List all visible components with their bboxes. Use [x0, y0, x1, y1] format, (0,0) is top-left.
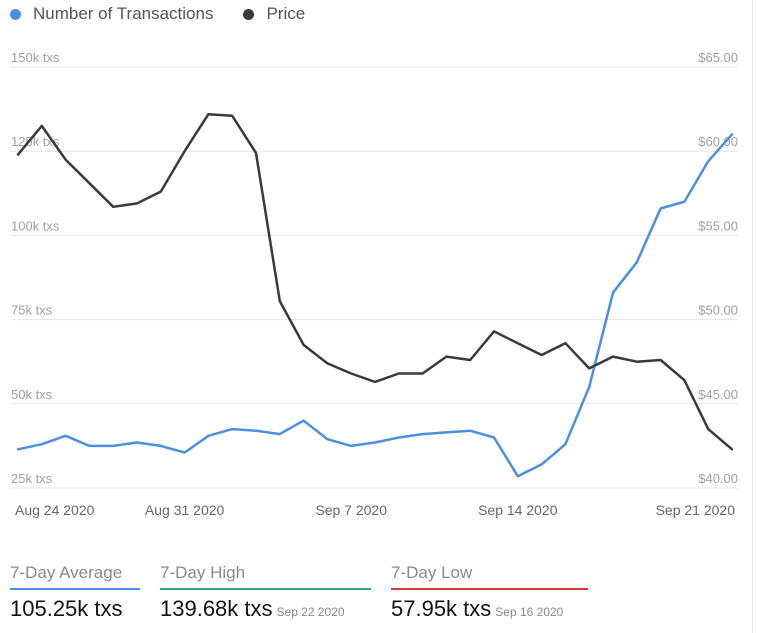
y-left-tick-label: 75k txs: [11, 303, 53, 318]
legend-label-price: Price: [266, 4, 306, 23]
stat-high-date: Sep 22 2020: [276, 605, 345, 619]
stat-low-label: 7-Day Low: [391, 563, 473, 582]
stat-high-label: 7-Day High: [160, 563, 246, 582]
stats-panel: 7-Day Average 105.25k txs 7-Day High 139…: [10, 558, 758, 633]
stat-low-bar: [391, 588, 588, 590]
y-left-tick-label: 125k txs: [11, 134, 60, 149]
transactions-series-line: [16, 133, 734, 478]
x-tick-label: Aug 24 2020: [15, 502, 95, 518]
y-right-tick-label: $60.00: [698, 134, 738, 149]
price-series-line: [16, 112, 734, 451]
stat-average-value-row: 105.25k txs: [10, 596, 140, 622]
legend-label-transactions: Number of Transactions: [33, 4, 214, 23]
stat-high: 7-Day High 139.68k txs Sep 22 2020: [160, 558, 371, 622]
stat-average: 7-Day Average 105.25k txs: [10, 558, 140, 622]
stat-low-value: 57.95k txs: [391, 596, 492, 621]
stat-average-bar: [10, 588, 140, 590]
y-right-tick-label: $55.00: [698, 218, 738, 233]
legend-dot-transactions: [10, 8, 21, 20]
y-right-tick-label: $50.00: [698, 303, 738, 318]
stat-low-value-row: 57.95k txs Sep 16 2020: [391, 596, 588, 622]
x-tick-label: Sep 14 2020: [478, 502, 558, 518]
x-tick-label: Aug 31 2020: [145, 502, 225, 518]
chart-area: 150k txs $65.00 125k txs $60.00 100k txs $55.…: [0, 0, 752, 540]
stat-average-label: 7-Day Average: [10, 563, 123, 582]
x-tick-label: Sep 21 2020: [656, 502, 736, 518]
panel-border: [752, 0, 753, 633]
stat-high-value-row: 139.68k txs Sep 22 2020: [160, 596, 371, 622]
x-tick-label: Sep 7 2020: [315, 502, 387, 518]
y-left-tick-label: 150k txs: [11, 50, 60, 65]
y-right-tick-label: $40.00: [698, 471, 738, 486]
y-left-tick-label: 50k txs: [11, 387, 53, 402]
y-left-tick-label: 25k txs: [11, 471, 53, 486]
chart-legend: Number of Transactions Price: [10, 0, 335, 28]
legend-item-transactions[interactable]: Number of Transactions: [10, 4, 213, 24]
y-left-tick-label: 100k txs: [11, 218, 60, 233]
stat-average-value: 105.25k txs: [10, 596, 123, 621]
stat-low-date: Sep 16 2020: [495, 605, 564, 619]
stat-low: 7-Day Low 57.95k txs Sep 16 2020: [391, 558, 588, 622]
transactions-price-chart[interactable]: 150k txs $65.00 125k txs $60.00 100k txs $55.…: [0, 0, 752, 540]
y-right-tick-label: $45.00: [698, 387, 738, 402]
legend-dot-price: [243, 8, 255, 20]
y-right-tick-label: $65.00: [698, 50, 738, 65]
stat-high-bar: [160, 588, 371, 590]
stat-high-value: 139.68k txs: [160, 596, 273, 621]
legend-item-price[interactable]: Price: [243, 4, 305, 24]
